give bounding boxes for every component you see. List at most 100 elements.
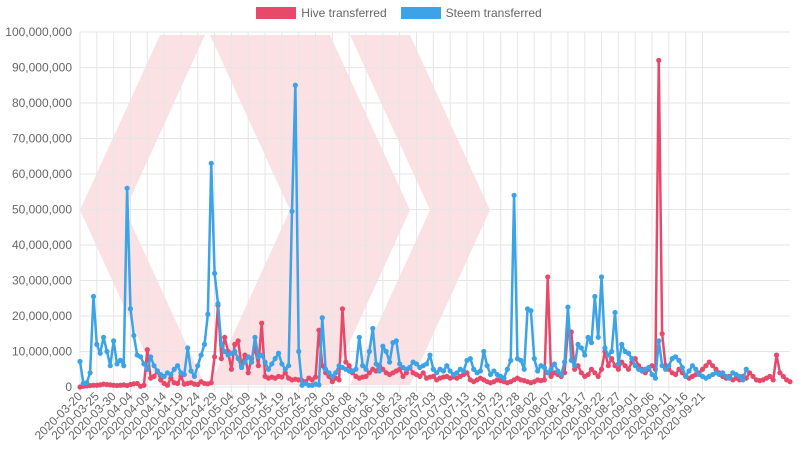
data-point[interactable] [551, 361, 558, 367]
data-point[interactable] [659, 363, 665, 369]
data-point[interactable] [413, 361, 420, 367]
data-point[interactable] [535, 368, 541, 374]
data-point[interactable] [471, 366, 477, 372]
data-point[interactable] [672, 354, 679, 360]
data-point[interactable] [625, 350, 632, 356]
data-point[interactable] [615, 361, 621, 367]
data-point[interactable] [252, 334, 258, 340]
data-point[interactable] [242, 359, 248, 365]
data-point[interactable] [629, 356, 635, 362]
data-point[interactable] [568, 357, 574, 363]
data-point[interactable] [164, 382, 171, 388]
data-point[interactable] [461, 368, 467, 374]
data-point[interactable] [195, 363, 201, 369]
data-point[interactable] [585, 371, 591, 378]
data-point[interactable] [720, 370, 726, 376]
data-point[interactable] [740, 377, 746, 383]
data-point[interactable] [592, 293, 598, 300]
data-point[interactable] [269, 361, 275, 367]
data-point[interactable] [215, 300, 221, 307]
data-point[interactable] [383, 348, 389, 355]
data-point[interactable] [107, 363, 113, 369]
data-point[interactable] [747, 370, 753, 376]
data-point[interactable] [168, 375, 174, 381]
data-point[interactable] [235, 356, 241, 362]
data-point[interactable] [518, 357, 524, 363]
data-point[interactable] [430, 373, 436, 379]
data-point[interactable] [174, 380, 181, 387]
data-point[interactable] [376, 368, 383, 374]
data-point[interactable] [662, 366, 669, 372]
data-point[interactable] [84, 380, 90, 386]
data-point[interactable] [726, 375, 733, 381]
data-point[interactable] [504, 366, 510, 372]
data-point[interactable] [397, 361, 403, 367]
data-point[interactable] [259, 352, 265, 358]
data-point[interactable] [356, 334, 362, 340]
data-point[interactable] [605, 363, 611, 369]
data-point[interactable] [380, 343, 386, 349]
data-point[interactable] [208, 380, 214, 386]
data-point[interactable] [144, 347, 150, 353]
data-point[interactable] [659, 331, 665, 337]
data-point[interactable] [232, 348, 238, 355]
data-point[interactable] [366, 348, 372, 355]
data-point[interactable] [592, 370, 598, 376]
data-point[interactable] [198, 352, 204, 358]
data-point[interactable] [588, 340, 595, 346]
data-point[interactable] [423, 361, 430, 367]
data-point[interactable] [393, 338, 399, 344]
data-point[interactable] [407, 364, 413, 371]
data-point[interactable] [174, 363, 181, 369]
data-point[interactable] [420, 370, 426, 376]
data-point[interactable] [249, 359, 255, 365]
data-point[interactable] [363, 366, 369, 372]
data-point[interactable] [743, 366, 749, 372]
data-point[interactable] [168, 371, 174, 378]
data-point[interactable] [222, 348, 228, 355]
data-point[interactable] [346, 363, 352, 369]
data-point[interactable] [373, 361, 379, 367]
data-point[interactable] [191, 373, 198, 379]
data-point[interactable] [605, 352, 611, 358]
data-point[interactable] [148, 354, 154, 360]
data-point[interactable] [90, 293, 97, 300]
data-point[interactable] [578, 345, 584, 351]
data-point[interactable] [736, 373, 743, 379]
data-point[interactable] [679, 364, 685, 371]
data-point[interactable] [622, 363, 628, 369]
data-point[interactable] [434, 370, 440, 376]
data-point[interactable] [481, 348, 487, 355]
data-point[interactable] [158, 377, 164, 383]
data-point[interactable] [672, 371, 679, 378]
data-point[interactable] [777, 370, 783, 376]
data-point[interactable] [312, 374, 319, 380]
data-point[interactable] [141, 382, 147, 388]
data-point[interactable] [427, 352, 433, 358]
data-point[interactable] [238, 364, 245, 371]
data-point[interactable] [336, 377, 342, 383]
data-point[interactable] [484, 363, 490, 369]
data-point[interactable] [710, 363, 716, 369]
data-point[interactable] [185, 345, 191, 351]
data-point[interactable] [582, 352, 588, 358]
data-point[interactable] [212, 270, 218, 276]
data-point[interactable] [575, 341, 581, 347]
data-point[interactable] [689, 363, 696, 369]
data-point[interactable] [767, 373, 773, 379]
data-point[interactable] [649, 371, 655, 378]
data-point[interactable] [137, 354, 144, 360]
data-point[interactable] [296, 348, 302, 355]
data-point[interactable] [531, 356, 537, 362]
data-point[interactable] [770, 377, 776, 383]
data-point[interactable] [686, 368, 692, 374]
data-point[interactable] [144, 366, 150, 372]
data-point[interactable] [127, 306, 134, 312]
data-point[interactable] [326, 370, 332, 376]
data-point[interactable] [561, 359, 568, 365]
data-point[interactable] [97, 350, 103, 356]
data-point[interactable] [632, 363, 638, 369]
data-point[interactable] [541, 364, 547, 371]
data-point[interactable] [565, 304, 571, 310]
data-point[interactable] [131, 332, 137, 339]
